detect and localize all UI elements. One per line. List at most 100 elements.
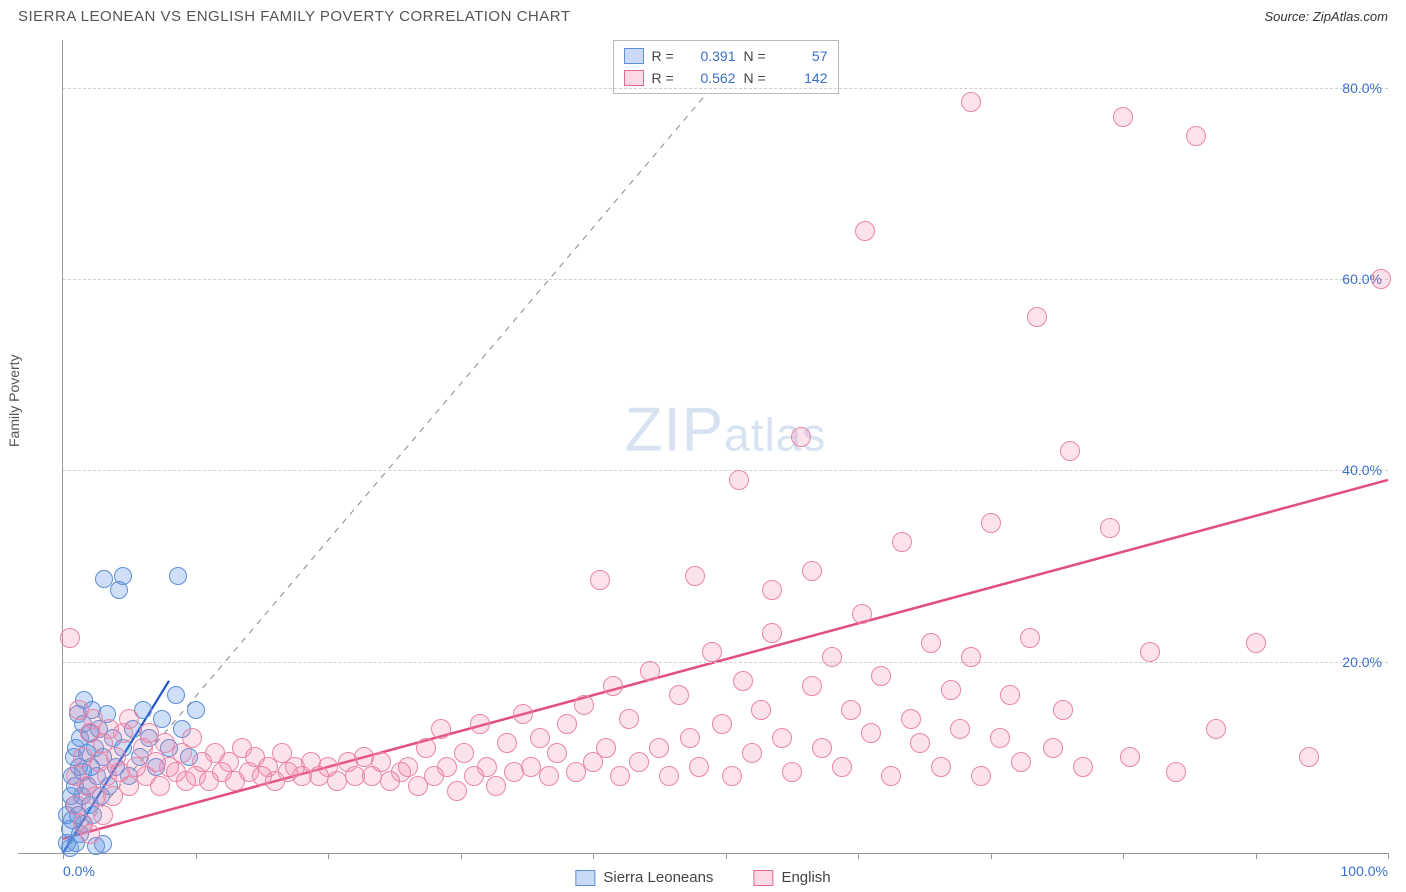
series-legend-item-english: English [753, 869, 830, 886]
x-tick [593, 853, 594, 859]
data-point-english [990, 728, 1010, 748]
data-point-english [892, 532, 912, 552]
x-tick [726, 853, 727, 859]
data-point-english [881, 766, 901, 786]
series-name: English [781, 869, 830, 886]
x-tick [1123, 853, 1124, 859]
data-point-english [852, 604, 872, 624]
data-point-english [742, 743, 762, 763]
data-point-english [822, 647, 842, 667]
data-point-english [702, 642, 722, 662]
legend-row-sierra_leoneans: R =0.391N =57 [624, 45, 828, 67]
data-point-english [901, 709, 921, 729]
data-point-english [1043, 738, 1063, 758]
data-point-english [454, 743, 474, 763]
x-tick [1388, 853, 1389, 859]
chart-area: Family Poverty ZIPatlas R =0.391N =57R =… [18, 40, 1388, 854]
data-point-english [1140, 642, 1160, 662]
data-point-english [574, 695, 594, 715]
data-point-english [60, 628, 80, 648]
data-point-english [1371, 269, 1391, 289]
watermark-part2: atlas [724, 409, 826, 461]
data-point-sierra_leoneans [114, 567, 132, 585]
data-point-english [521, 757, 541, 777]
data-point-english [590, 570, 610, 590]
legend-row-english: R =0.562N =142 [624, 67, 828, 89]
source-name: ZipAtlas.com [1313, 9, 1388, 24]
data-point-english [689, 757, 709, 777]
series-legend-item-sierra_leoneans: Sierra Leoneans [575, 869, 713, 886]
plot-area: ZIPatlas R =0.391N =57R =0.562N =142 20.… [62, 40, 1388, 853]
series-name: Sierra Leoneans [603, 869, 713, 886]
data-point-english [981, 513, 1001, 533]
data-point-sierra_leoneans [167, 686, 185, 704]
legend-n-label: N = [744, 45, 770, 67]
data-point-english [547, 743, 567, 763]
data-point-english [1053, 700, 1073, 720]
data-point-english [603, 676, 623, 696]
data-point-english [539, 766, 559, 786]
data-point-english [729, 470, 749, 490]
source-attribution: Source: ZipAtlas.com [1264, 9, 1388, 24]
legend-r-value: 0.391 [686, 45, 736, 67]
data-point-english [470, 714, 490, 734]
data-point-english [182, 728, 202, 748]
data-point-english [762, 580, 782, 600]
data-point-english [66, 795, 86, 815]
x-tick [858, 853, 859, 859]
data-point-english [1186, 126, 1206, 146]
data-point-english [1011, 752, 1031, 772]
data-point-english [513, 704, 533, 724]
data-point-english [119, 709, 139, 729]
data-point-english [93, 805, 113, 825]
data-point-english [150, 776, 170, 796]
data-point-english [416, 738, 436, 758]
data-point-english [685, 566, 705, 586]
data-point-english [791, 427, 811, 447]
data-point-english [1000, 685, 1020, 705]
data-point-english [669, 685, 689, 705]
data-point-english [596, 738, 616, 758]
data-point-english [629, 752, 649, 772]
data-point-english [712, 714, 732, 734]
data-point-english [659, 766, 679, 786]
data-point-english [371, 752, 391, 772]
data-point-english [1027, 307, 1047, 327]
x-tick-label: 100.0% [1341, 863, 1388, 879]
legend-n-label: N = [744, 67, 770, 89]
y-tick-label: 80.0% [1342, 80, 1382, 96]
data-point-english [477, 757, 497, 777]
data-point-english [486, 776, 506, 796]
data-point-english [437, 757, 457, 777]
data-point-english [871, 666, 891, 686]
data-point-english [812, 738, 832, 758]
legend-swatch [575, 870, 595, 886]
data-point-english [921, 633, 941, 653]
x-tick-label: 0.0% [63, 863, 95, 879]
data-point-english [950, 719, 970, 739]
data-point-english [398, 757, 418, 777]
data-point-english [832, 757, 852, 777]
data-point-english [530, 728, 550, 748]
data-point-english [649, 738, 669, 758]
legend-swatch [753, 870, 773, 886]
data-point-english [802, 561, 822, 581]
legend-swatch [624, 48, 644, 64]
data-point-english [447, 781, 467, 801]
y-tick-label: 40.0% [1342, 462, 1382, 478]
gridline [63, 88, 1388, 89]
legend-r-value: 0.562 [686, 67, 736, 89]
data-point-english [961, 92, 981, 112]
data-point-english [610, 766, 630, 786]
data-point-sierra_leoneans [187, 701, 205, 719]
data-point-english [722, 766, 742, 786]
data-point-english [941, 680, 961, 700]
data-point-english [619, 709, 639, 729]
y-tick-label: 20.0% [1342, 654, 1382, 670]
data-point-english [1060, 441, 1080, 461]
gridline [63, 662, 1388, 663]
data-point-english [557, 714, 577, 734]
data-point-english [1120, 747, 1140, 767]
gridline [63, 470, 1388, 471]
legend-n-value: 142 [778, 67, 828, 89]
